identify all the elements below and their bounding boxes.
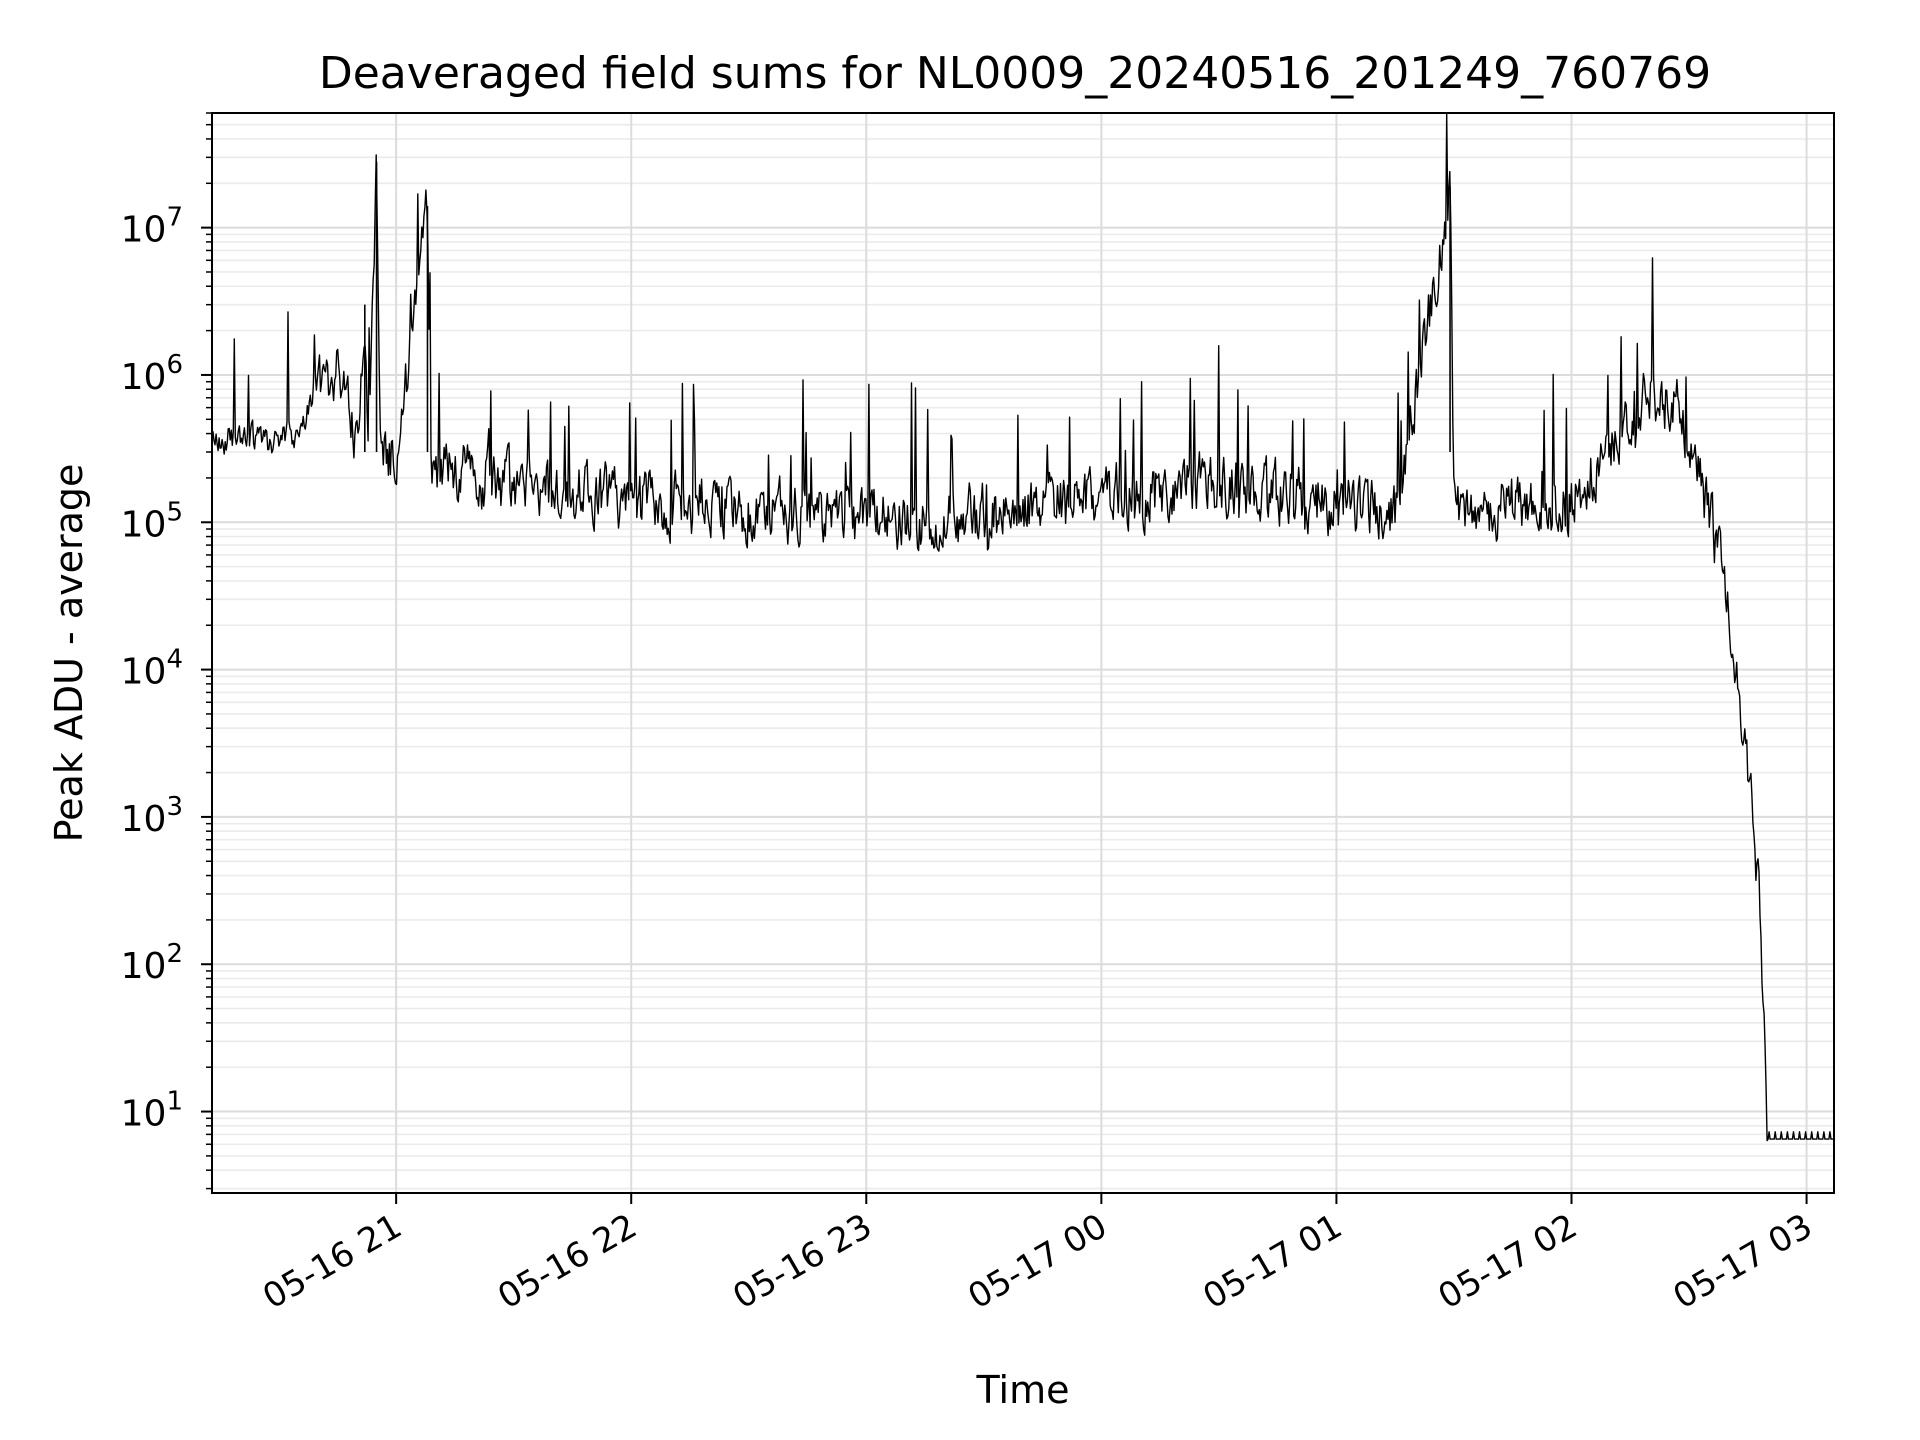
data-series <box>211 113 1834 1142</box>
minor-gridlines <box>212 112 1834 1190</box>
series-line <box>211 113 1834 1142</box>
x-axis-label: Time <box>976 1368 1070 1412</box>
y-axis: 101 102 103 104 105 106 107 <box>121 112 212 1190</box>
y-axis-label: Peak ADU - average <box>47 464 91 843</box>
plot-frame <box>211 112 1835 1194</box>
y-tick-label: 105 <box>121 497 183 545</box>
y-tick-label: 107 <box>121 203 183 251</box>
y-tick-label: 101 <box>121 1087 183 1135</box>
y-tick-label: 103 <box>121 792 183 840</box>
y-tick-label: 102 <box>121 939 183 987</box>
y-tick-label: 104 <box>121 645 183 693</box>
chart-title: Deaveraged field sums for NL0009_2024051… <box>319 48 1711 99</box>
y-tick-label: 106 <box>121 350 183 398</box>
major-gridlines <box>212 113 1834 1193</box>
